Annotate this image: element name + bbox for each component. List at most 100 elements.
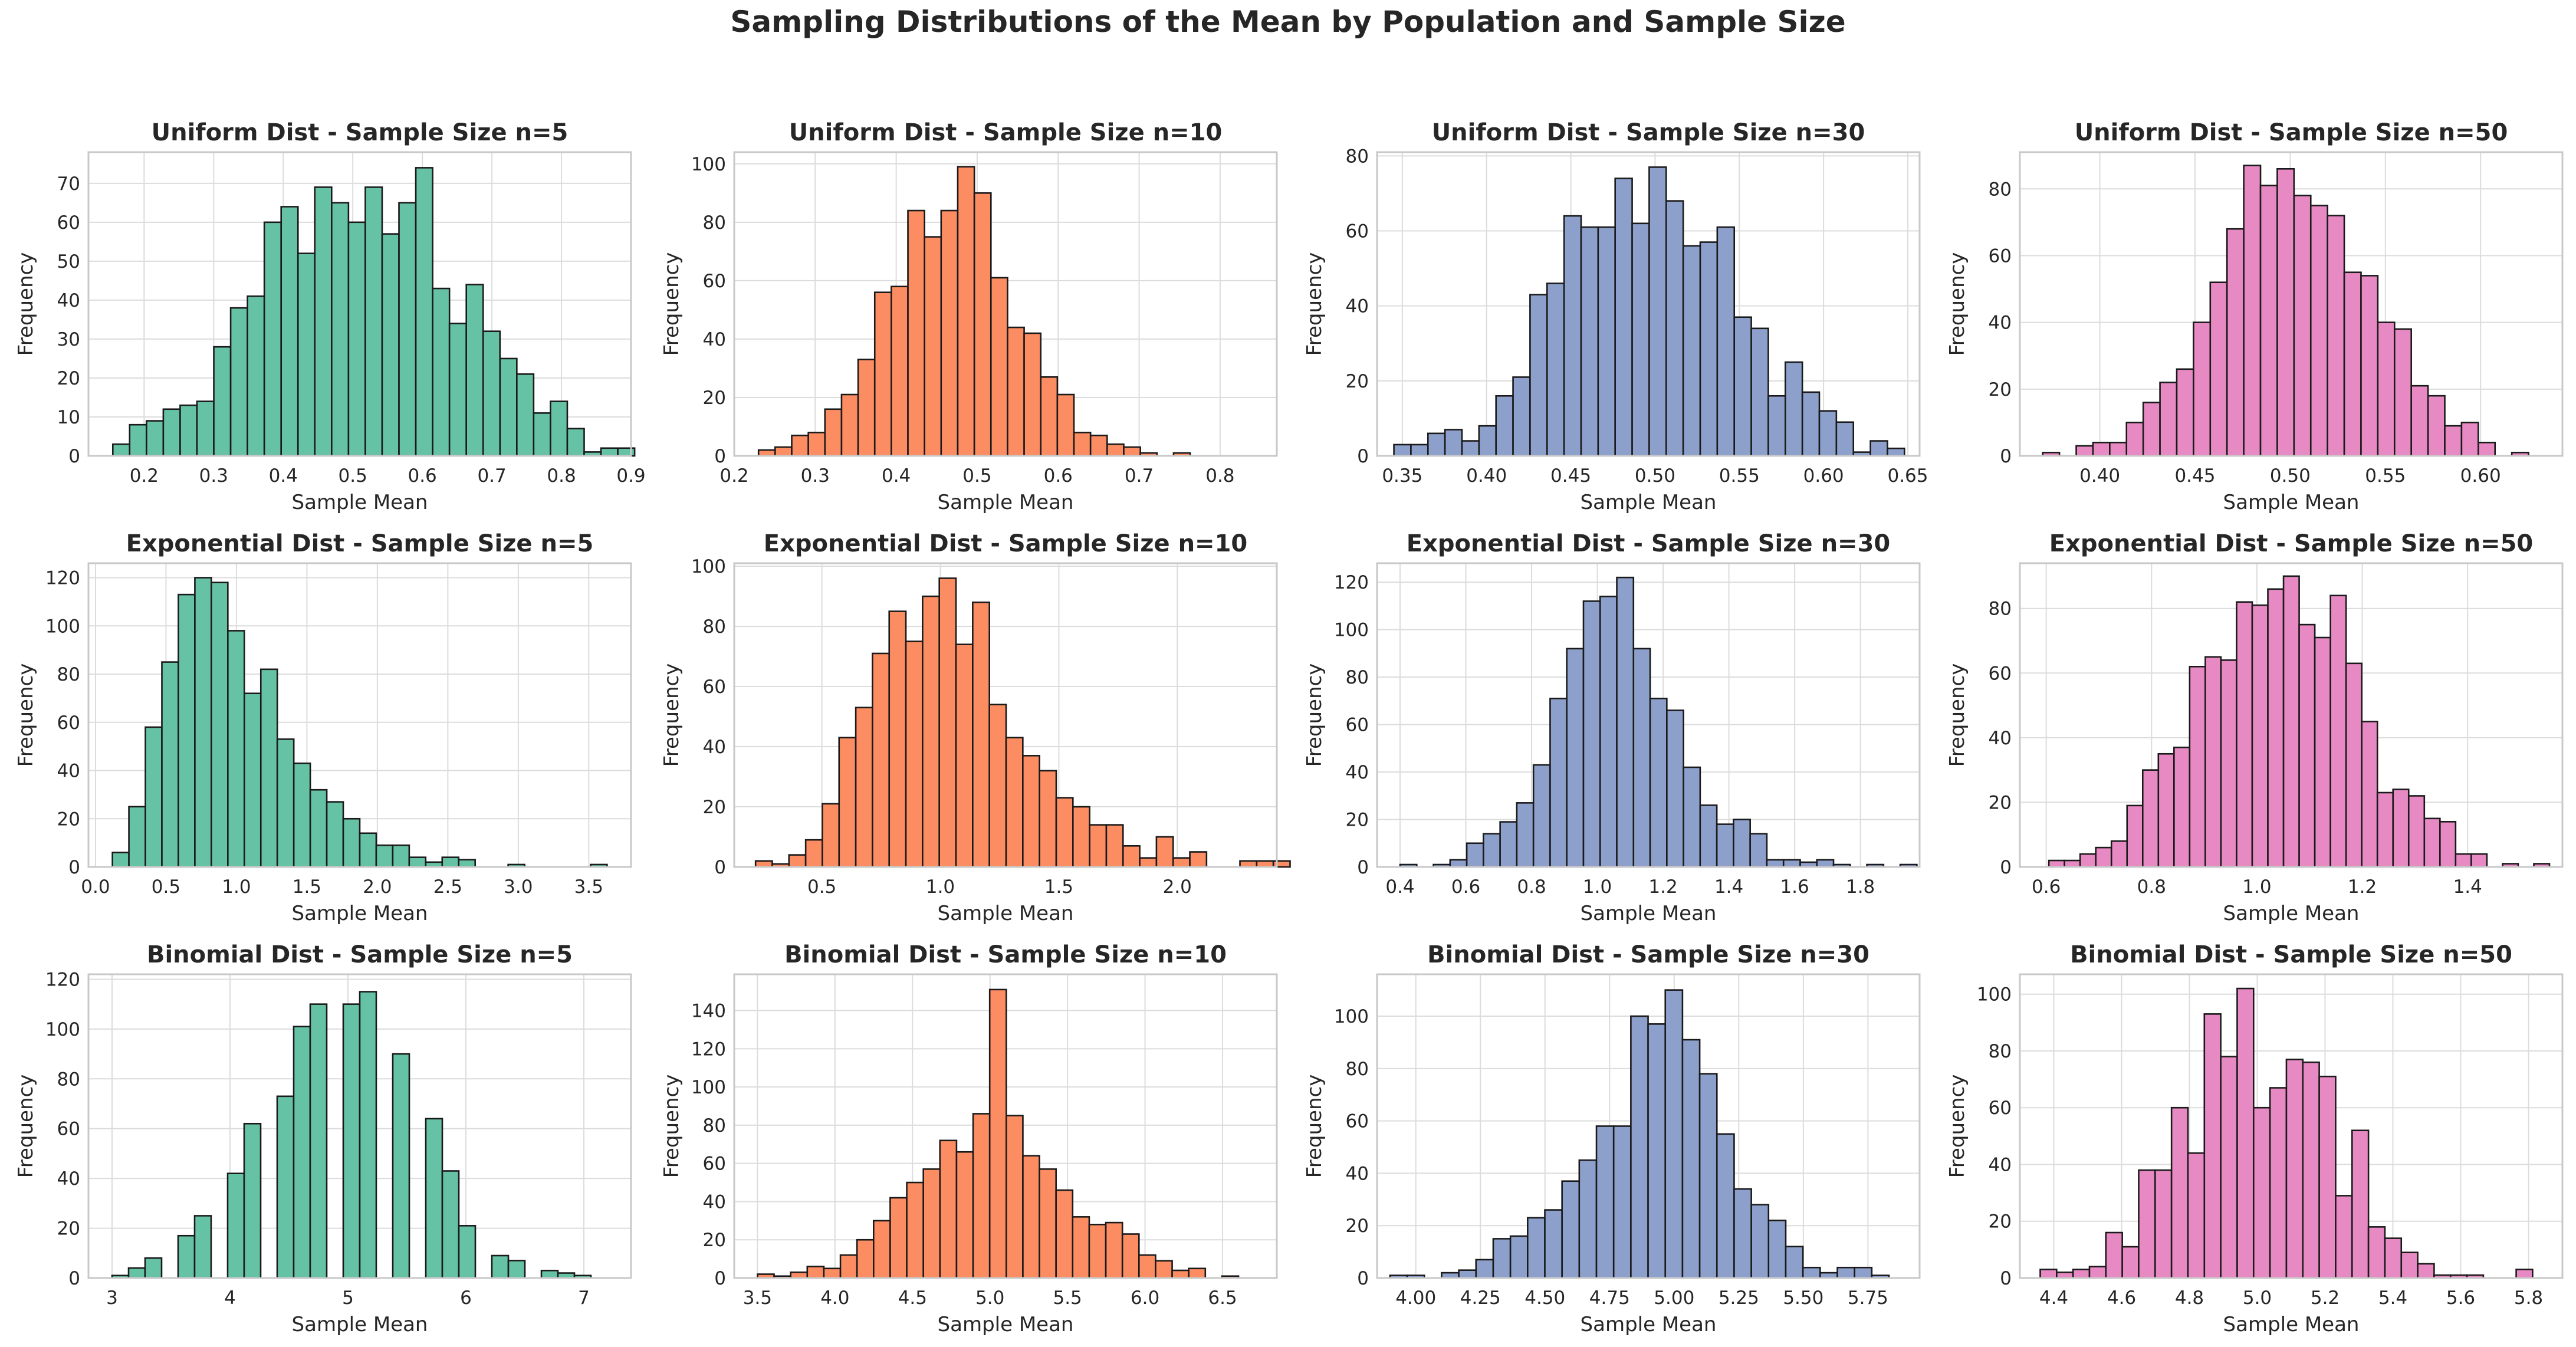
y-tick-label: 80 — [57, 664, 80, 685]
histogram-bar — [2125, 422, 2144, 457]
histogram-bar — [161, 661, 179, 868]
histogram-bar — [1516, 802, 1535, 868]
y-tick-label: 0 — [2000, 446, 2012, 467]
histogram-bar — [791, 435, 809, 457]
histogram-bar — [907, 209, 925, 457]
x-tick-label: 0.55 — [1719, 465, 1760, 487]
histogram-bar — [247, 295, 265, 457]
histogram-bar — [2109, 442, 2128, 457]
histogram-bar — [1073, 432, 1092, 457]
histogram-bar — [1869, 440, 1888, 457]
histogram-bar — [1766, 859, 1785, 868]
histogram-bar — [111, 443, 131, 457]
histogram-bar — [1155, 1260, 1173, 1279]
histogram-bar — [1495, 395, 1514, 457]
histogram-bar — [1647, 1023, 1667, 1279]
x-tick-label: 1.8 — [1846, 876, 1875, 898]
histogram-bar — [2193, 321, 2212, 457]
histogram-bar — [1139, 857, 1158, 868]
y-tick-label: 0 — [1357, 1268, 1369, 1289]
histogram-bar — [213, 346, 232, 457]
x-tick-label: 1.4 — [2453, 876, 2482, 898]
histogram-bar — [293, 762, 311, 868]
y-tick-label: 100 — [1977, 984, 2012, 1006]
y-tick-label: 20 — [1346, 371, 1369, 392]
subplot-7: 0.4 0.6 0.8 1.0 1.2 1.4 1.6 1.8 0 20 40 60 80 100 120 E… — [1303, 530, 1921, 925]
histogram-bar — [1461, 440, 1480, 457]
x-tick-label: 3 — [106, 1287, 118, 1309]
x-tick-label: 1.0 — [1583, 876, 1612, 898]
subplot-5: 0.0 0.5 1.0 1.5 2.0 2.5 3.0 3.5 0 20 40 60 80 100 120 E… — [14, 530, 632, 925]
histogram-bar — [342, 1003, 361, 1279]
x-tick-label: 1.0 — [222, 876, 251, 898]
histogram-bar — [1123, 446, 1141, 457]
histogram-bar — [2360, 275, 2379, 457]
histogram-bar — [806, 1266, 825, 1279]
histogram-bar — [924, 236, 942, 457]
y-tick-label: 80 — [1346, 667, 1369, 688]
histogram-bar — [2157, 753, 2175, 868]
histogram-bar — [432, 287, 451, 457]
histogram-bar — [1483, 833, 1501, 868]
x-tick-label: 6.0 — [1131, 1287, 1159, 1309]
x-tick-label: 0.5 — [152, 876, 180, 898]
histogram-bar — [939, 1139, 958, 1279]
x-tick-label: 0.2 — [130, 465, 159, 487]
histogram-bar — [398, 202, 417, 457]
y-tick-label: 100 — [45, 1019, 80, 1040]
x-tick-label: 0.6 — [1044, 465, 1073, 487]
histogram-bar — [1648, 166, 1667, 457]
histogram-bar — [1272, 860, 1291, 868]
x-tick-label: 4.25 — [1460, 1287, 1501, 1309]
x-axis-label: Sample Mean — [1581, 902, 1717, 925]
histogram-bar — [1664, 989, 1684, 1279]
histogram-bar — [2478, 442, 2496, 457]
x-tick-label: 0.60 — [2460, 465, 2501, 487]
x-tick-label: 5.50 — [1783, 1287, 1823, 1309]
histogram-bar — [2335, 1195, 2353, 1279]
histogram-bar — [1006, 1115, 1024, 1279]
histogram-bar — [2318, 1075, 2337, 1279]
subplot-2: 0.2 0.3 0.4 0.5 0.6 0.7 0.8 0 20 40 60 80 100 Uniform… — [660, 119, 1278, 514]
histogram-bar — [1105, 824, 1124, 868]
histogram-bar — [2377, 321, 2396, 457]
histogram-bar — [839, 1254, 858, 1279]
histogram-bar — [1239, 860, 1258, 868]
y-tick-label: 0 — [714, 1268, 726, 1289]
histogram-bar — [229, 307, 248, 457]
y-tick-label: 100 — [1334, 1006, 1369, 1027]
histogram-bar — [906, 1181, 924, 1279]
histogram-bar — [243, 692, 262, 868]
histogram-bar — [2203, 1013, 2222, 1279]
histogram-bar — [2236, 987, 2255, 1279]
histogram-bar — [905, 640, 924, 868]
histogram-bar — [889, 1197, 908, 1279]
histogram-bar — [226, 1172, 245, 1279]
histogram-bar — [1039, 770, 1057, 868]
histogram-bar — [2072, 1269, 2091, 1279]
histogram-bar — [144, 1257, 163, 1279]
histogram-bar — [364, 186, 383, 457]
histogram-bar — [940, 209, 959, 457]
histogram-bar — [482, 330, 501, 457]
histogram-bar — [1665, 200, 1684, 457]
x-tick-label: 0.4 — [1385, 876, 1414, 898]
histogram-bar — [2439, 820, 2457, 868]
y-axis-label: Frequency — [660, 1075, 684, 1178]
y-axis-label: Frequency — [1946, 1075, 1969, 1178]
histogram-bar — [179, 404, 198, 457]
histogram-bar — [2075, 445, 2094, 457]
histogram-bar — [2392, 789, 2410, 868]
histogram-bar — [1466, 842, 1484, 868]
histogram-bar — [1005, 737, 1024, 868]
y-tick-label: 120 — [45, 568, 80, 589]
histogram-bar — [1458, 1269, 1477, 1279]
histogram-bar — [824, 408, 843, 457]
y-tick-label: 40 — [1989, 728, 2012, 749]
histogram-bar — [2400, 1251, 2419, 1279]
x-tick-label: 0.8 — [1517, 876, 1546, 898]
histogram-bar — [957, 166, 975, 457]
histogram-bar — [309, 1003, 328, 1279]
histogram-bar — [2251, 604, 2269, 868]
x-tick-label: 0.5 — [339, 465, 367, 487]
